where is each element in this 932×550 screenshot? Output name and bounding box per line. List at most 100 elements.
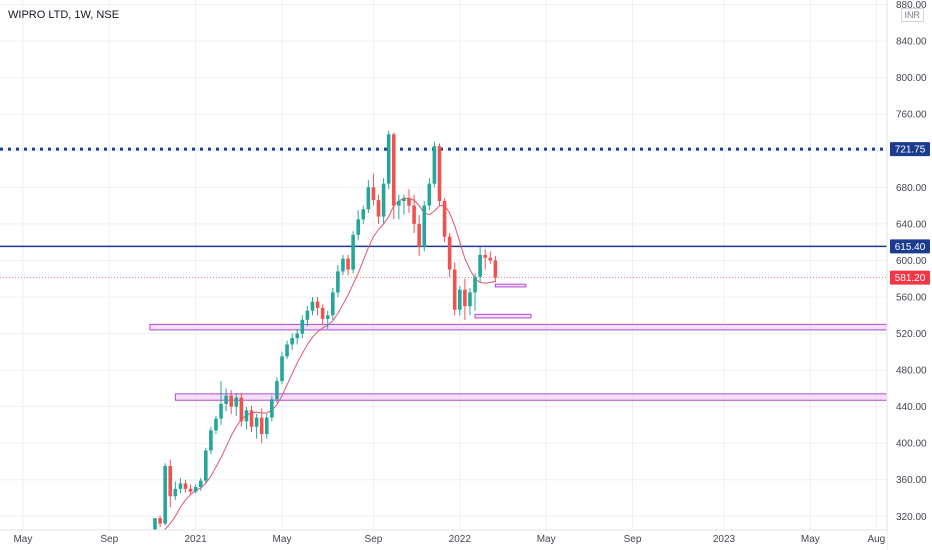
candle-body [209, 430, 213, 451]
x-tick-label: 2023 [713, 534, 736, 545]
candle [320, 304, 325, 325]
candle [214, 415, 218, 435]
candle [178, 477, 183, 494]
candle [234, 392, 239, 416]
candle-body [361, 209, 366, 220]
candle [473, 273, 477, 311]
candle [193, 484, 198, 494]
candle-body [158, 518, 162, 524]
candle [452, 262, 457, 316]
candle-body [412, 205, 416, 224]
candle [239, 392, 244, 427]
candle-body [331, 292, 335, 316]
candle-body [483, 254, 487, 258]
price-badge [890, 239, 930, 254]
x-tick-label: May [13, 534, 32, 545]
candle-body [432, 146, 437, 184]
x-tick-label: Aug [867, 534, 885, 545]
y-tick-label: 680.00 [896, 183, 927, 194]
candle [386, 130, 391, 190]
candle [361, 205, 366, 224]
currency-badge[interactable]: INR [900, 8, 924, 22]
candle [229, 390, 233, 414]
candle-body [275, 381, 279, 400]
candle [468, 287, 472, 316]
candle [254, 413, 259, 439]
candle-body [473, 276, 477, 293]
candle [407, 189, 411, 213]
candle [295, 328, 300, 345]
candle-body [442, 201, 447, 237]
candle-body [463, 289, 467, 307]
candle [336, 265, 340, 297]
y-tick-label: 640.00 [896, 219, 927, 230]
moving-average-line [154, 197, 496, 536]
candle [341, 254, 345, 276]
support-zone [174, 393, 918, 401]
candle-body [437, 146, 442, 202]
support-zone [494, 283, 527, 288]
candle [412, 194, 416, 234]
candle-body [351, 234, 355, 270]
candle-body [427, 183, 432, 206]
candle [285, 340, 289, 360]
candle [300, 315, 305, 339]
y-tick-label: 360.00 [896, 475, 927, 486]
candle [264, 413, 269, 439]
candle-body [153, 518, 157, 535]
candle-body [397, 201, 401, 206]
x-tick-label: May [273, 534, 292, 545]
candle [432, 141, 437, 188]
support-zone [149, 323, 903, 331]
candle-body [458, 289, 462, 310]
candle-body [336, 271, 340, 293]
candle [244, 406, 249, 430]
candle [437, 143, 442, 206]
candle-body [270, 399, 274, 418]
candle [163, 463, 167, 526]
candle-body [402, 198, 406, 202]
candle-body [178, 483, 183, 489]
y-tick-label: 560.00 [896, 292, 927, 303]
candle [356, 210, 360, 241]
candle-body [371, 187, 376, 201]
candle [478, 246, 482, 283]
candle [458, 286, 462, 316]
time-axis-panel [0, 530, 887, 550]
candle-body [320, 307, 325, 319]
x-tick-label: May [801, 534, 820, 545]
candle [366, 180, 371, 213]
candle-body [254, 417, 259, 427]
y-tick-label: 600.00 [896, 256, 927, 267]
candle-body [204, 450, 208, 481]
y-tick-label: 400.00 [896, 439, 927, 450]
candle [204, 447, 208, 484]
candle [397, 194, 401, 220]
candle [290, 333, 294, 350]
candle [183, 479, 188, 493]
candle-body [183, 483, 188, 489]
price-badge-label: 615.40 [895, 242, 926, 253]
candle-body [234, 397, 239, 407]
candle [188, 484, 193, 495]
candle-body [366, 187, 371, 210]
candle [346, 254, 350, 276]
x-tick-label: 2022 [449, 534, 472, 545]
candle-body [224, 395, 228, 404]
candle-body [188, 488, 193, 492]
y-tick-label: 840.00 [896, 37, 927, 48]
candle-body [468, 292, 472, 307]
x-tick-label: Sep [100, 534, 118, 545]
candle-body [193, 487, 198, 492]
candle [198, 477, 203, 491]
candle [173, 481, 178, 500]
candle-body [259, 417, 264, 435]
candle [331, 287, 335, 320]
candle-body [381, 183, 386, 217]
candle [442, 198, 447, 243]
candle-body [264, 417, 269, 435]
y-tick-label: 320.00 [896, 512, 927, 523]
y-tick-label: 760.00 [896, 110, 927, 121]
